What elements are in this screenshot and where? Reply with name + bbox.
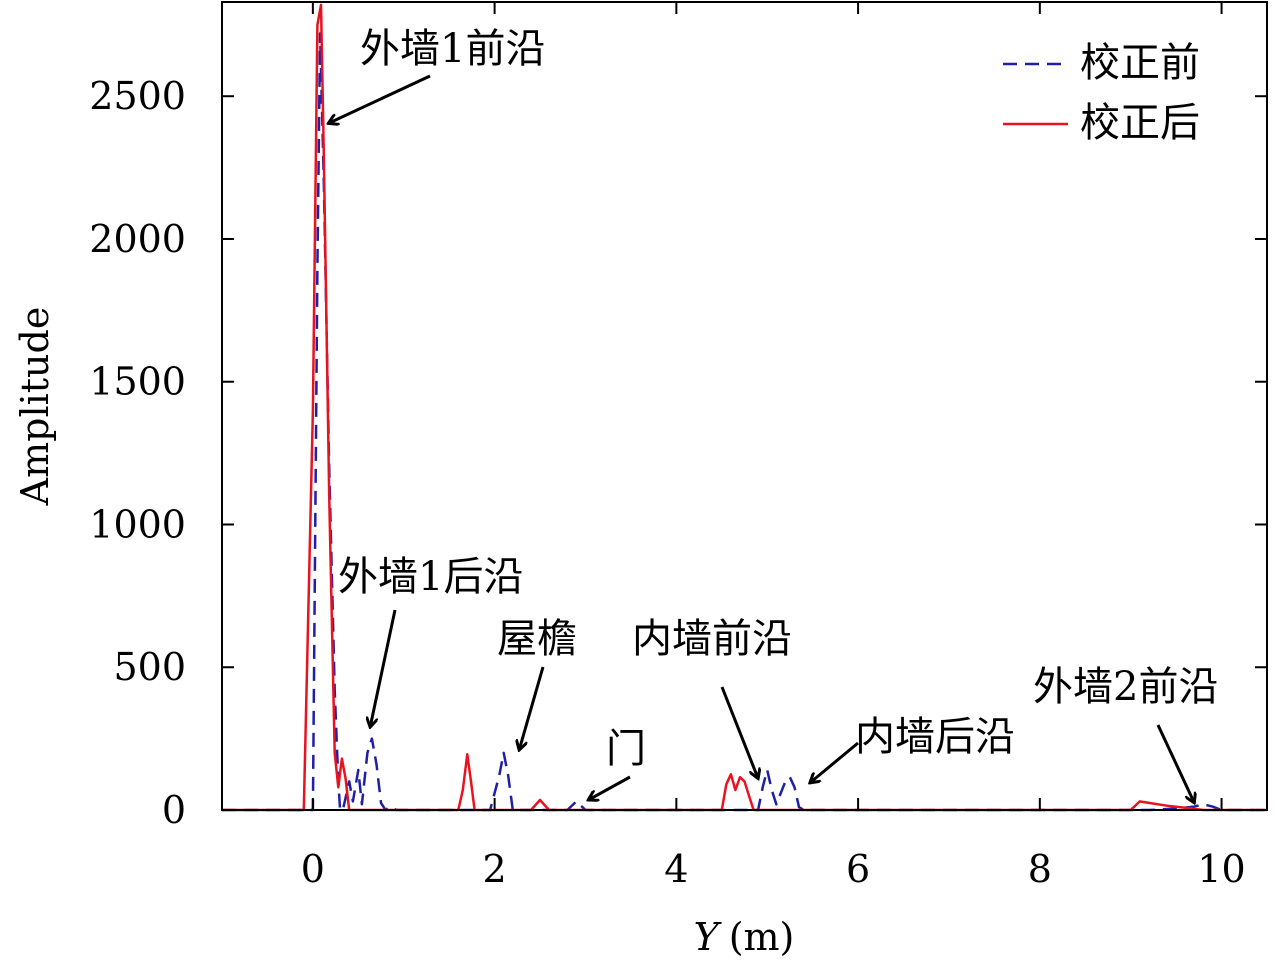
annotation-arrow [720, 686, 758, 779]
annotation-label: 内墙后沿 [855, 714, 1015, 760]
x-tick-label: 8 [1028, 847, 1052, 891]
y-tick-label: 2500 [89, 74, 186, 118]
annotation-label: 屋檐 [497, 616, 577, 662]
series-line-1 [222, 32, 1267, 812]
annotation-arrow [328, 74, 431, 123]
y-tick-label: 2000 [89, 217, 186, 261]
x-axis-unit: (m) [729, 915, 795, 959]
annotation-arrow [810, 741, 859, 783]
x-tick-label: 6 [846, 847, 870, 891]
y-tick-label: 1000 [89, 502, 186, 546]
x-tick-label: 2 [483, 847, 507, 891]
plot-frame [221, 1, 1268, 811]
x-tick-label: 0 [301, 847, 325, 891]
annotation-label: 外墙1前沿 [360, 26, 545, 72]
annotation-arrow [519, 666, 545, 750]
annotation-label: 门 [606, 726, 646, 772]
x-tick-label: 4 [664, 847, 688, 891]
annotation-label: 内墙前沿 [632, 616, 792, 662]
y-tick-label: 1500 [89, 360, 186, 404]
y-axis-title: Amplitude [13, 307, 57, 507]
annotation-arrow [588, 775, 631, 800]
annotation-label: 外墙1后沿 [338, 554, 523, 600]
annotation-arrow [1156, 724, 1194, 803]
y-tick-label: 500 [113, 645, 186, 689]
annotation-label: 外墙2前沿 [1033, 664, 1218, 710]
annotation-arrow [370, 609, 397, 727]
legend-label: 校正后 [1080, 100, 1200, 146]
x-tick-label: 10 [1197, 847, 1245, 891]
y-tick-label: 0 [162, 788, 186, 832]
legend-label: 校正前 [1080, 40, 1200, 86]
x-axis-variable: Y [694, 915, 723, 959]
axis-ticks: 0 2 4 6 8 10 0 500 1000 1500 2000 2500 [89, 2, 1267, 891]
x-axis-title: Y (m) [694, 915, 795, 959]
